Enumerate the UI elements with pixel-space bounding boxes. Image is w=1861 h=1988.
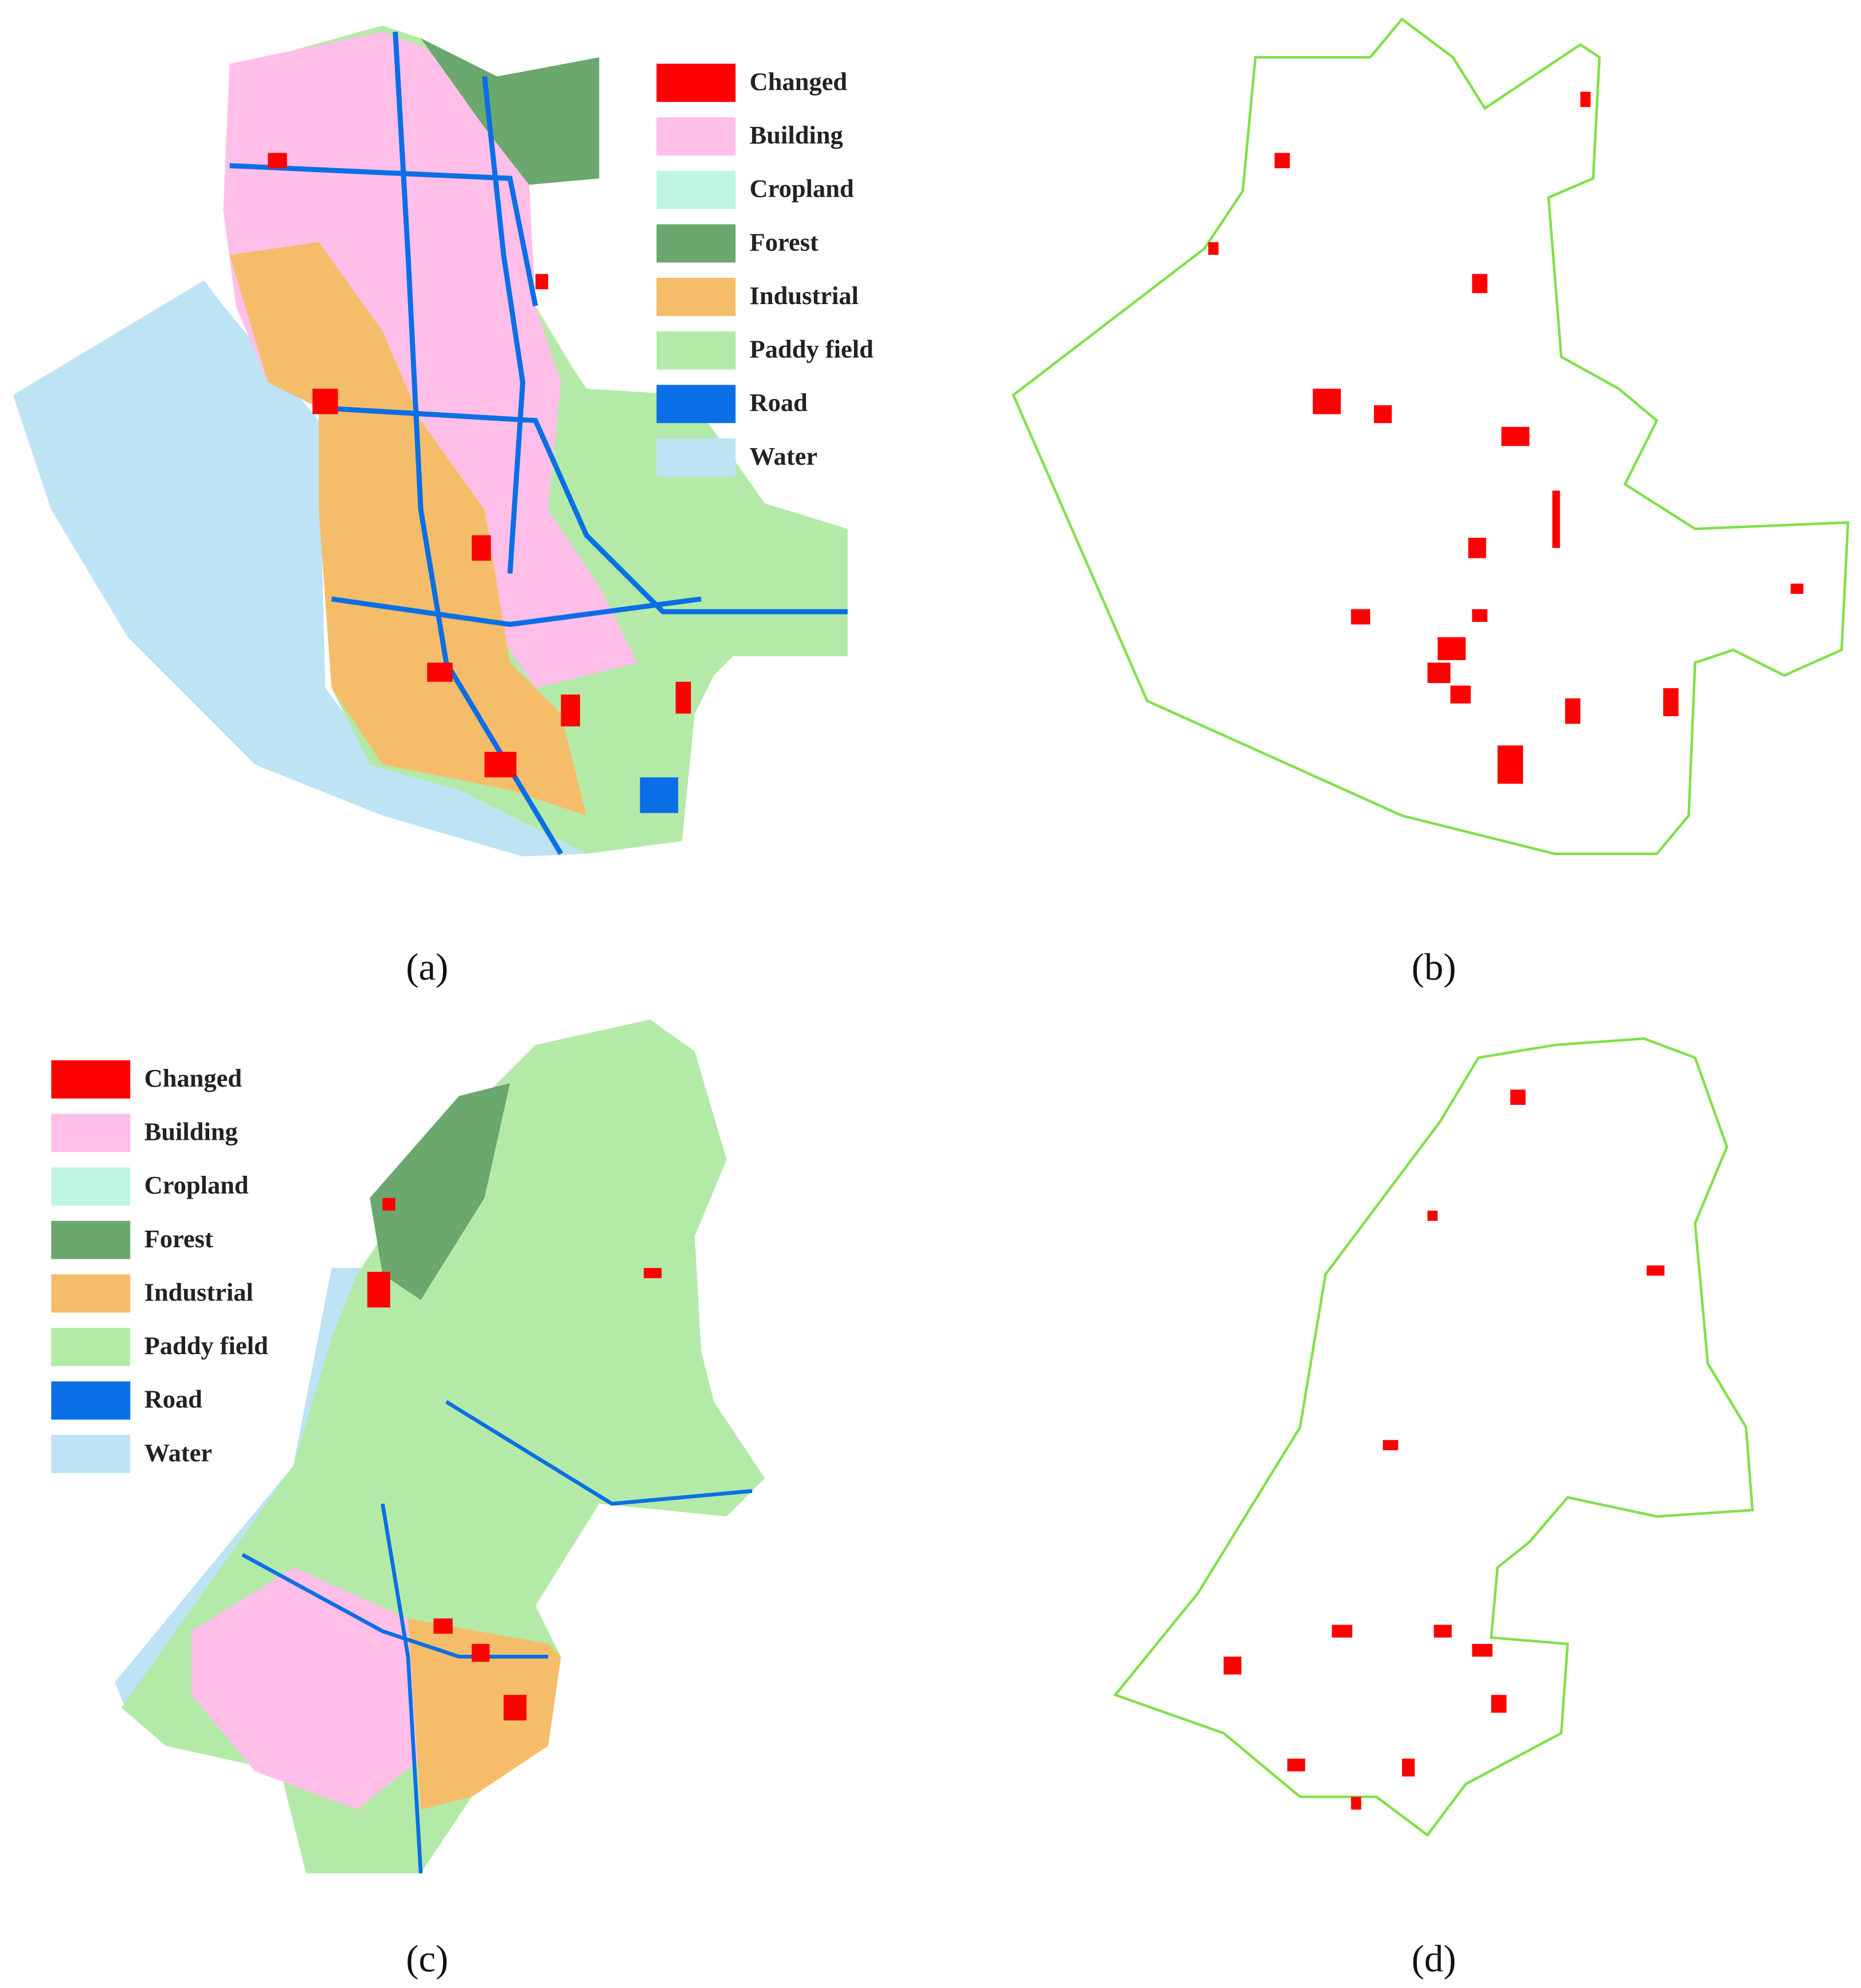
roads [229,31,848,856]
legend-swatch [51,1060,130,1099]
changed-patches [1223,1089,1665,1810]
legend-swatch [656,63,736,102]
panel-label: (c) [406,1938,448,1980]
legend-label: Industrial [749,281,858,310]
legend: Changed Building Cropland Forest Industrial P… [656,63,873,477]
legend-swatch [51,1381,130,1420]
panel-label: (a) [406,946,448,988]
legend-swatch [656,170,736,209]
legend-label: Building [749,121,843,149]
legend-label: Paddy field [749,335,873,364]
legend-swatch [656,385,736,424]
map-a [13,25,848,857]
legend-swatch [51,1113,130,1152]
legend-swatch [51,1220,130,1259]
legend-swatch [656,331,736,370]
legend-label: Road [144,1385,202,1414]
legend-label: Industrial [144,1278,253,1306]
map-b [1012,17,1850,855]
legend-label: Water [144,1438,212,1467]
forest-area [421,38,600,185]
legend-label: Cropland [749,174,854,203]
legend-swatch [656,117,736,155]
legend-swatch [656,438,736,477]
legend-label: Forest [144,1224,213,1253]
building-area [223,31,638,688]
legend-swatch [51,1328,130,1367]
legend-swatch [656,278,736,316]
road-area [640,777,678,813]
boundary [1012,17,1850,855]
industrial-area [229,242,587,816]
changed-patches [367,1197,662,1720]
forest-area [370,1083,510,1300]
legend-swatch [51,1274,130,1313]
legend-label: Building [144,1117,238,1145]
panel-label: (d) [1412,1938,1456,1980]
roads [241,1400,753,1874]
changed-patches [267,153,691,777]
legend-label: Forest [749,227,818,256]
panel-label: (b) [1412,946,1456,988]
legend-swatch [51,1435,130,1474]
boundary [1113,1037,1754,1837]
water-area [13,280,587,857]
building-area [191,1567,421,1810]
industrial-area [408,1618,561,1810]
legend-label: Water [749,442,817,470]
legend-label: Changed [749,67,847,95]
legend: Changed Building Cropland Forest Industrial P… [51,1060,268,1474]
legend-label: Paddy field [144,1331,268,1360]
legend-label: Cropland [144,1171,249,1199]
legend-swatch [51,1167,130,1206]
legend-swatch [656,224,736,263]
legend-label: Road [749,388,808,417]
legend-label: Changed [144,1064,242,1092]
changed-patches [1208,91,1804,784]
map-d [1113,1037,1754,1837]
map-c [115,1019,765,1874]
